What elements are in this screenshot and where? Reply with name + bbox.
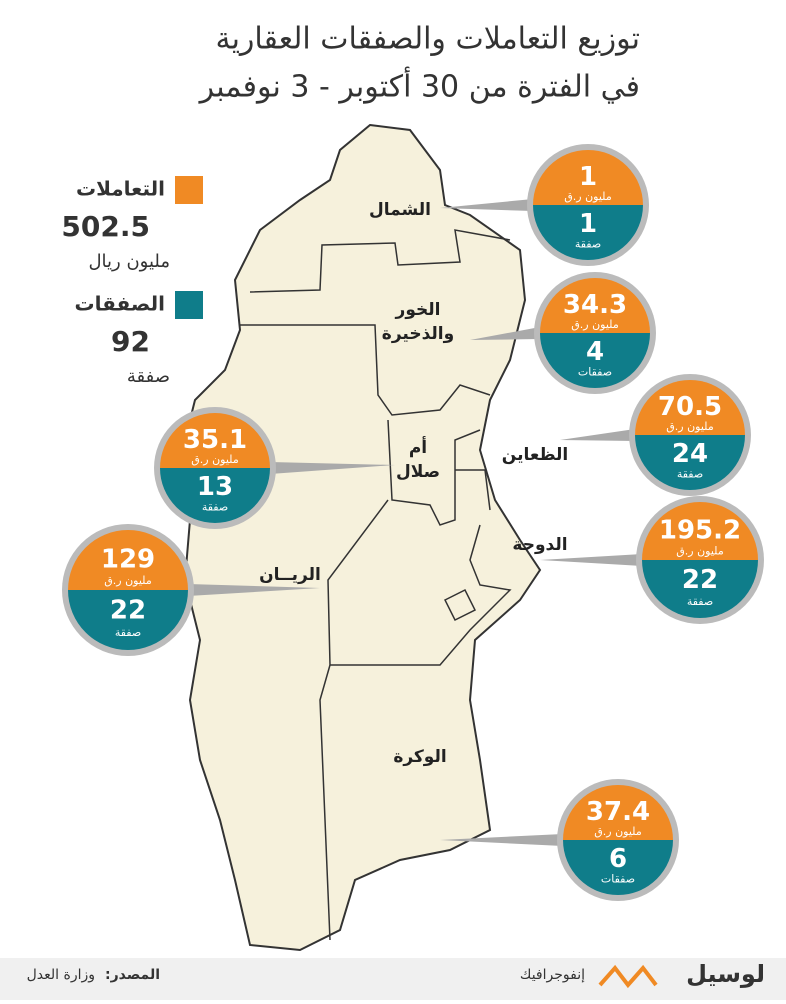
- amount: 129: [101, 545, 155, 575]
- deals-unit: صفقات: [601, 873, 635, 886]
- legend-unit: مليون ريال: [88, 251, 170, 272]
- amount: 34.3: [563, 290, 627, 320]
- deals: 22: [682, 565, 718, 595]
- legend-swatch: [175, 176, 203, 204]
- amount-unit: مليون ر.ق: [571, 318, 619, 331]
- connector: [540, 554, 642, 566]
- deals: 13: [197, 472, 233, 502]
- deals: 22: [110, 596, 146, 626]
- map: [178, 123, 542, 952]
- brand: لوسيل: [686, 960, 765, 988]
- deals-half: [68, 590, 188, 650]
- legend-value: 92: [111, 325, 150, 358]
- amount: 35.1: [183, 425, 247, 455]
- brand-logo: [598, 964, 658, 989]
- amount-half: [540, 278, 650, 333]
- deals-half: [642, 560, 758, 618]
- region-name: الشمال: [369, 200, 431, 220]
- connector: [188, 584, 320, 596]
- connector: [440, 199, 533, 211]
- region-name: أم: [409, 436, 427, 458]
- footer-bar: [0, 958, 786, 1000]
- amount: 195.2: [659, 516, 741, 546]
- amount: 70.5: [658, 392, 722, 422]
- deals: 6: [609, 844, 627, 874]
- amount: 37.4: [586, 797, 650, 827]
- connector: [440, 834, 563, 846]
- amount-unit: مليون ر.ق: [594, 825, 642, 838]
- amount-unit: مليون ر.ق: [564, 190, 612, 203]
- legend-label: الصفقات: [75, 292, 165, 316]
- deals-half: [160, 468, 270, 523]
- connector: [470, 327, 540, 340]
- amount-half: [68, 530, 188, 590]
- deals: 24: [672, 439, 708, 469]
- region-borders: [240, 229, 512, 941]
- deals-half: [533, 205, 643, 260]
- amount-half: [563, 785, 673, 840]
- deals-unit: صفقات: [578, 366, 612, 379]
- deals-unit: صفقة: [202, 501, 228, 514]
- region-name: الظعاين: [502, 445, 568, 465]
- amount-half: [533, 150, 643, 205]
- legend-label: التعاملات: [76, 177, 165, 201]
- amount-unit: مليون ر.ق: [191, 453, 239, 466]
- section: إنفوجرافيك: [520, 967, 585, 983]
- region-name: الخور: [395, 300, 441, 320]
- deals: 4: [586, 337, 604, 367]
- region-name: صلال: [396, 462, 440, 482]
- title-line: في الفترة من 30 أكتوبر - 3 نوفمبر: [198, 66, 640, 105]
- amount-unit: مليون ر.ق: [666, 420, 714, 433]
- amount-half: [635, 380, 745, 435]
- deals-unit: صفقة: [115, 626, 141, 639]
- deals: 1: [579, 209, 597, 239]
- deals-half: [635, 435, 745, 490]
- deals-half: [563, 840, 673, 895]
- deals-unit: صفقة: [575, 238, 601, 251]
- legend-swatch: [175, 291, 203, 319]
- legend-unit: صفقة: [127, 366, 170, 387]
- region-name: الوكرة: [393, 747, 446, 767]
- legend-value: 502.5: [61, 210, 150, 243]
- deals-unit: صفقة: [677, 468, 703, 481]
- legend: التعاملات 502.5 مليون ريال الصفقات 92 صفقة: [61, 176, 203, 387]
- amount-unit: مليون ر.ق: [104, 574, 152, 587]
- connector: [560, 429, 635, 441]
- region-name: الريــان: [259, 565, 321, 585]
- amount: 1: [579, 162, 597, 192]
- amount-half: [160, 413, 270, 468]
- amount-half: [642, 502, 758, 560]
- deals-unit: صفقة: [687, 595, 713, 608]
- source: وزارة العدل: [27, 967, 95, 983]
- region-name: والذخيرة: [382, 324, 454, 344]
- connector: [270, 462, 395, 474]
- deals-half: [540, 333, 650, 388]
- title-line: توزيع التعاملات والصفقات العقارية: [215, 22, 640, 57]
- amount-unit: مليون ر.ق: [676, 544, 724, 557]
- source-label: المصدر:: [105, 967, 160, 983]
- region-name: الدوحة: [512, 535, 567, 555]
